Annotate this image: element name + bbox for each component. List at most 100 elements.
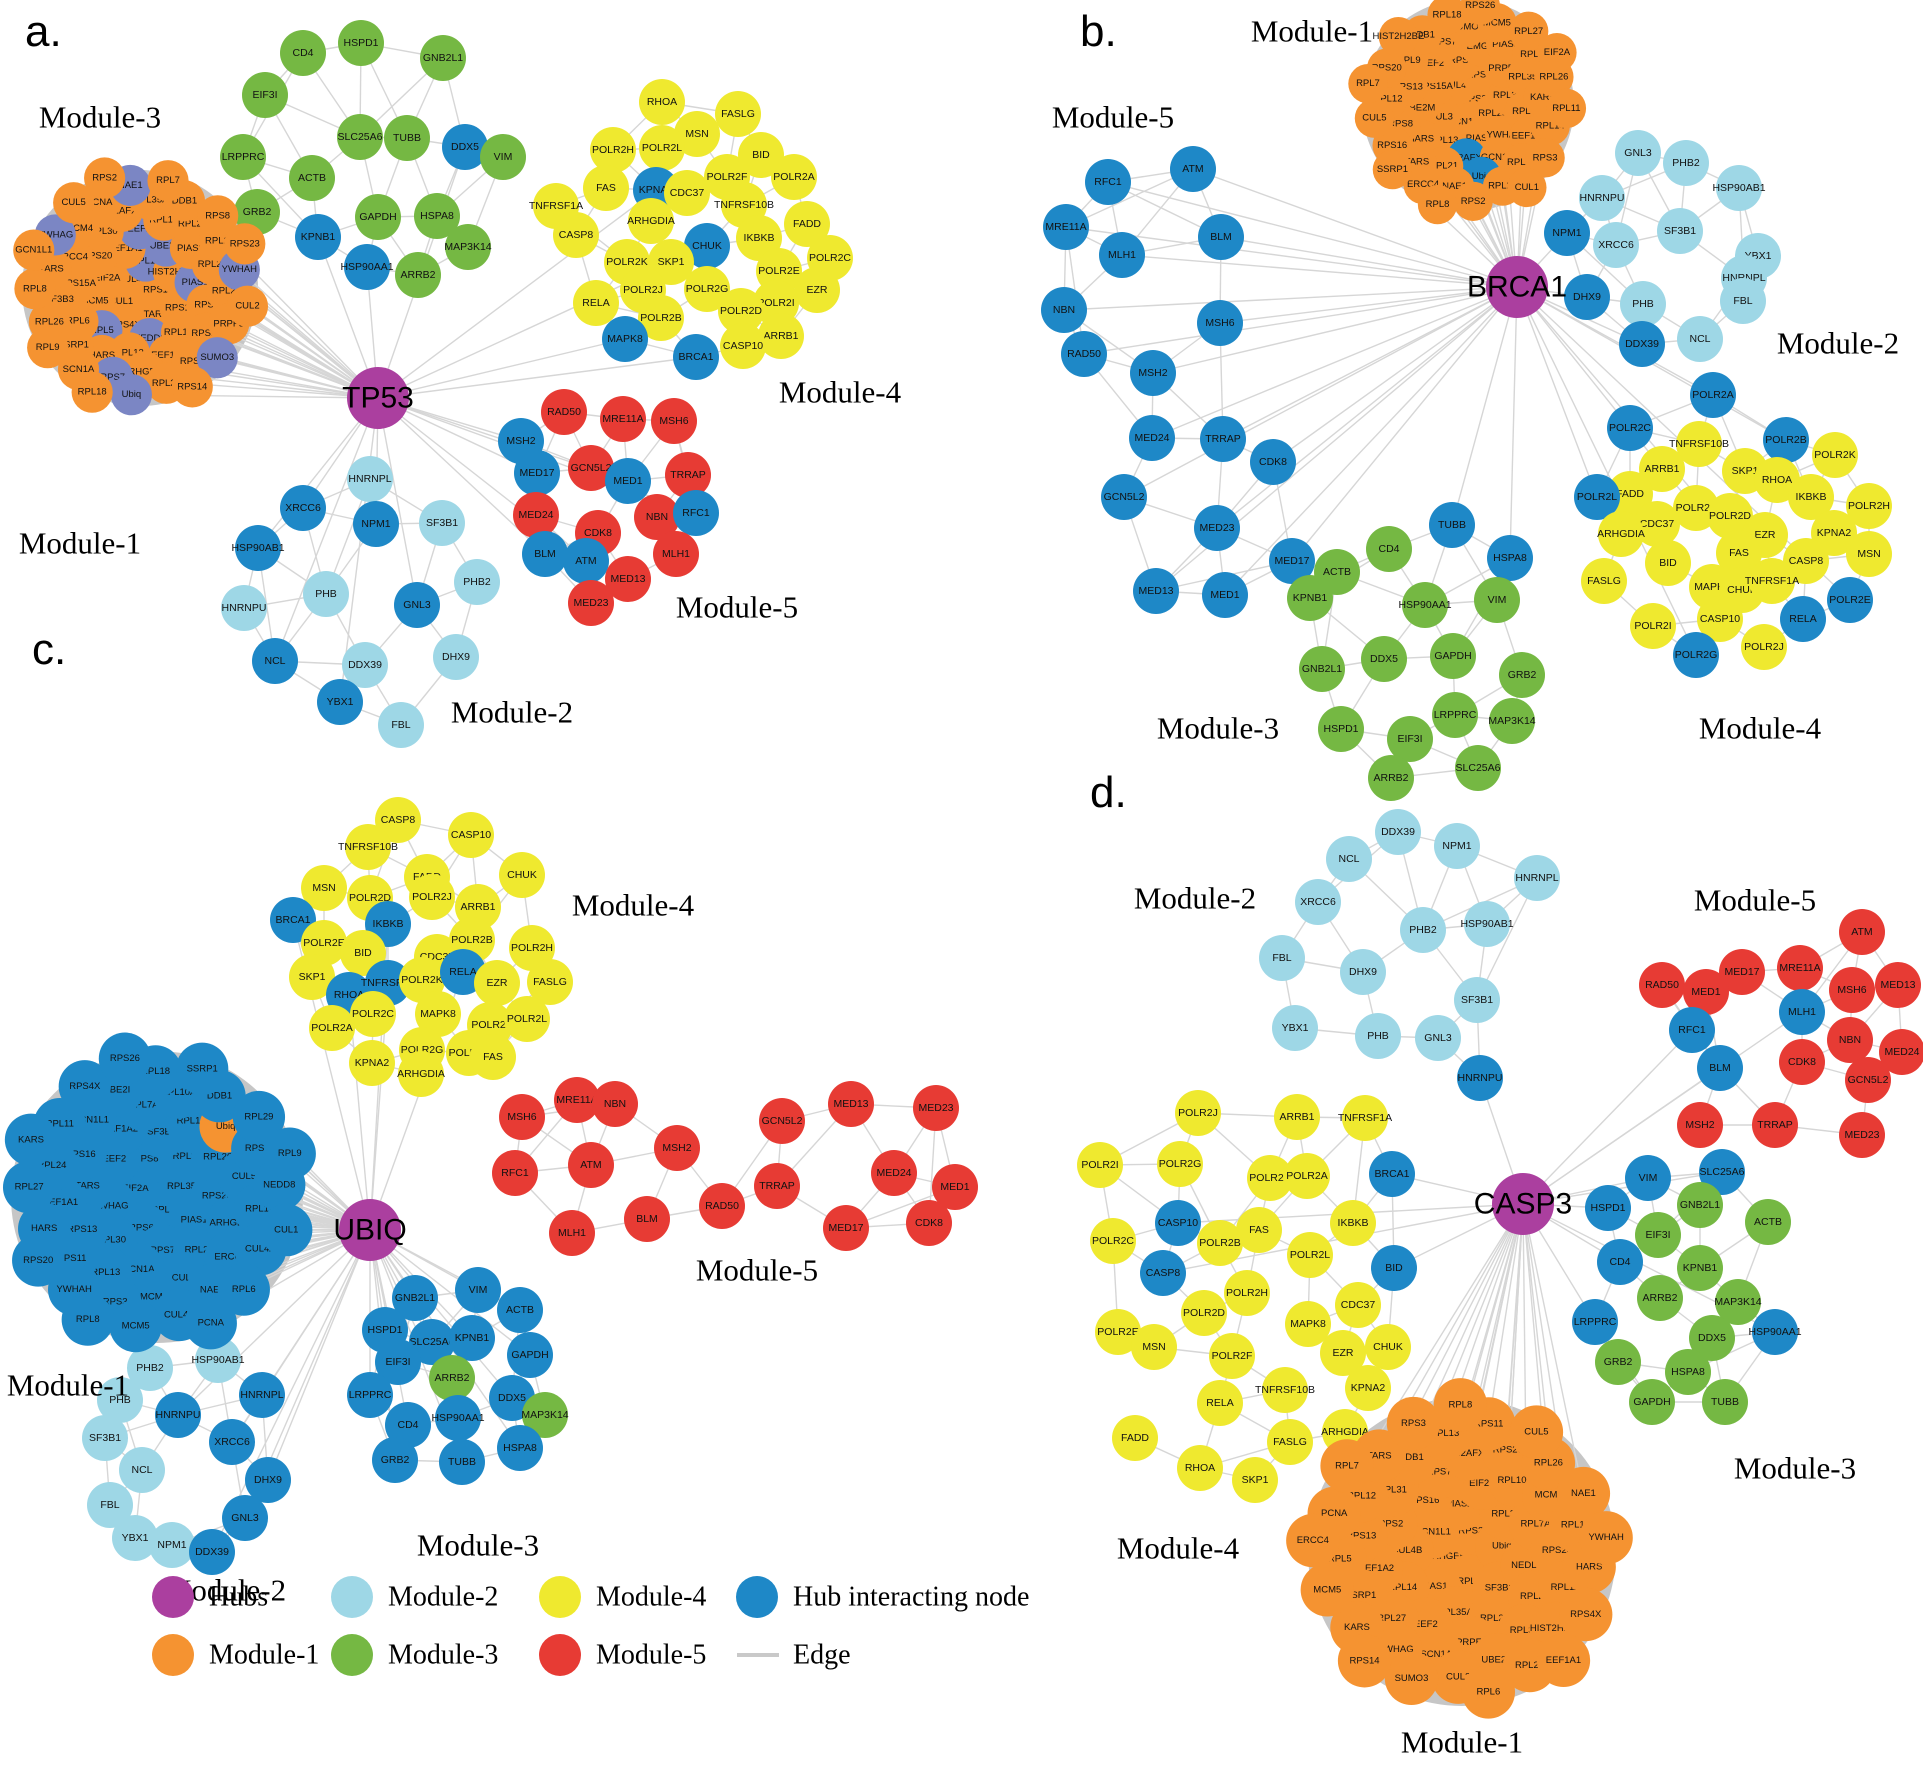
node-rpl9-circle[interactable] — [263, 1127, 316, 1180]
node-cdc37-circle[interactable] — [664, 170, 710, 216]
node-ncl-circle[interactable] — [1326, 836, 1372, 882]
node-npm1[interactable]: NPM1 — [1434, 823, 1480, 869]
node-polr2f-circle[interactable] — [1209, 1333, 1255, 1379]
node-rps8-circle[interactable] — [197, 195, 239, 237]
node-faslg[interactable]: FASLG — [1267, 1419, 1313, 1465]
node-ddx39-circle[interactable] — [342, 642, 388, 688]
node-casp10[interactable]: CASP10 — [720, 323, 766, 369]
node-faslg-circle[interactable] — [715, 91, 761, 137]
node-grb2[interactable]: GRB2 — [372, 1437, 418, 1483]
node-med24[interactable]: MED24 — [871, 1150, 917, 1196]
node-skp1-circle[interactable] — [289, 954, 335, 1000]
node-ncl[interactable]: NCL — [1326, 836, 1372, 882]
node-polr2b[interactable]: POLR2B — [1763, 417, 1809, 463]
node-polr2l-circle[interactable] — [504, 996, 550, 1042]
node-rfc1[interactable]: RFC1 — [1085, 159, 1131, 205]
node-rpl7[interactable]: RPL7 — [1320, 1439, 1374, 1493]
node-tubb[interactable]: TUBB — [1702, 1379, 1748, 1425]
node-nbn-circle[interactable] — [1041, 287, 1087, 333]
node-hsp90aa1-circle[interactable] — [1402, 582, 1448, 628]
node-cdk8-circle[interactable] — [1779, 1039, 1825, 1085]
node-msh6-circle[interactable] — [499, 1094, 545, 1140]
node-rps14-circle[interactable] — [1337, 1634, 1392, 1688]
node-ncl[interactable]: NCL — [1677, 316, 1723, 362]
node-mlh1[interactable]: MLH1 — [549, 1210, 595, 1256]
node-ddx5-circle[interactable] — [442, 124, 488, 170]
node-dhx9-circle[interactable] — [245, 1457, 291, 1503]
node-gcn5l2[interactable]: GCN5L2 — [1101, 474, 1147, 520]
node-blm-circle[interactable] — [624, 1196, 670, 1242]
node-gnb2l1[interactable]: GNB2L1 — [1677, 1182, 1723, 1228]
node-mcm5[interactable]: MCM5 — [109, 1299, 162, 1353]
node-hsp90aa1[interactable]: HSP90AA1 — [431, 1395, 485, 1441]
node-ercc4-circle[interactable] — [1286, 1513, 1340, 1568]
node-ikbkb-circle[interactable] — [1788, 474, 1834, 520]
node-rad50-circle[interactable] — [1061, 331, 1107, 377]
node-npm1-circle[interactable] — [1544, 210, 1590, 256]
node-gcn5l2[interactable]: GCN5L2 — [759, 1098, 805, 1144]
node-mre11a-circle[interactable] — [1777, 945, 1823, 991]
node-med13[interactable]: MED13 — [828, 1081, 874, 1127]
node-gapdh[interactable]: GAPDH — [1430, 633, 1476, 679]
node-casp10[interactable]: CASP10 — [1155, 1200, 1201, 1246]
node-msh6-circle[interactable] — [651, 398, 697, 444]
node-trrap[interactable]: TRRAP — [665, 452, 711, 498]
node-rhoa-circle[interactable] — [1754, 457, 1800, 503]
node-ddx39-circle[interactable] — [1619, 321, 1665, 367]
node-ncl[interactable]: NCL — [119, 1447, 165, 1493]
node-cul5-circle[interactable] — [1354, 98, 1395, 138]
node-phb[interactable]: PHB — [303, 571, 349, 617]
node-slc25a6-circle[interactable] — [1699, 1149, 1745, 1195]
node-mlh1[interactable]: MLH1 — [1779, 989, 1825, 1035]
node-polr2f[interactable]: POLR2F — [1209, 1333, 1255, 1379]
node-hspa8-circle[interactable] — [414, 193, 460, 239]
node-eef1a1[interactable]: EEF1A1 — [1536, 1633, 1591, 1688]
node-eif3i[interactable]: EIF3I — [1635, 1212, 1681, 1258]
node-phb-circle[interactable] — [303, 571, 349, 617]
node-med13-circle[interactable] — [1875, 962, 1921, 1008]
node-polr2i-circle[interactable] — [1630, 603, 1676, 649]
node-ddx39[interactable]: DDX39 — [1375, 809, 1421, 855]
node-eif3i-circle[interactable] — [242, 72, 288, 118]
node-bid-circle[interactable] — [738, 132, 784, 178]
node-slc25a6-circle[interactable] — [337, 114, 383, 160]
node-bid[interactable]: BID — [1371, 1245, 1417, 1291]
node-rela[interactable]: RELA — [1197, 1380, 1243, 1426]
node-xrcc6[interactable]: XRCC6 — [1593, 222, 1639, 268]
node-polr2g-circle[interactable] — [684, 266, 730, 312]
node-kpnb1[interactable]: KPNB1 — [295, 214, 341, 260]
node-cdc37-circle[interactable] — [1335, 1282, 1381, 1328]
node-brca1[interactable]: BRCA1 — [673, 334, 719, 380]
node-polr2h-circle[interactable] — [1224, 1270, 1270, 1316]
legend-swatch-module-1[interactable] — [152, 1634, 194, 1676]
node-fas[interactable]: FAS — [470, 1034, 516, 1080]
node-rad50-circle[interactable] — [1639, 962, 1685, 1008]
node-tnfrsf10b-circle[interactable] — [1676, 421, 1722, 467]
node-lrpprc-circle[interactable] — [1572, 1299, 1618, 1345]
node-gnl3[interactable]: GNL3 — [1615, 130, 1661, 176]
node-ssrp1-circle[interactable] — [176, 1042, 229, 1095]
node-mcm5-circle[interactable] — [109, 1299, 162, 1353]
node-mlh1-circle[interactable] — [1779, 989, 1825, 1035]
node-vim[interactable]: VIM — [480, 134, 526, 180]
node-ubiq-circle[interactable] — [110, 374, 152, 416]
node-eif2a-circle[interactable] — [1537, 32, 1577, 73]
node-med17-circle[interactable] — [1269, 538, 1315, 584]
node-cul1[interactable]: CUL1 — [1507, 167, 1547, 208]
node-mcm5-circle[interactable] — [1300, 1563, 1354, 1617]
node-casp10-circle[interactable] — [1697, 596, 1743, 642]
node-skp1-circle[interactable] — [648, 239, 694, 285]
node-gapdh-circle[interactable] — [1629, 1379, 1675, 1425]
node-msn-circle[interactable] — [674, 111, 720, 157]
node-lrpprc[interactable]: LRPPRC — [1432, 692, 1478, 738]
node-nbn[interactable]: NBN — [1827, 1017, 1873, 1063]
node-cd4-circle[interactable] — [1597, 1239, 1643, 1285]
node-sumo3-circle[interactable] — [1384, 1651, 1439, 1706]
node-polr2d[interactable]: POLR2D — [1181, 1290, 1227, 1336]
node-kpnb1-circle[interactable] — [295, 214, 341, 260]
hub-node-casp3-circle[interactable] — [1492, 1173, 1554, 1235]
node-blm-circle[interactable] — [1198, 214, 1244, 260]
node-atm-circle[interactable] — [1170, 146, 1216, 192]
node-dhx9[interactable]: DHX9 — [433, 634, 479, 680]
node-slc25a6[interactable]: SLC25A6 — [337, 114, 383, 160]
